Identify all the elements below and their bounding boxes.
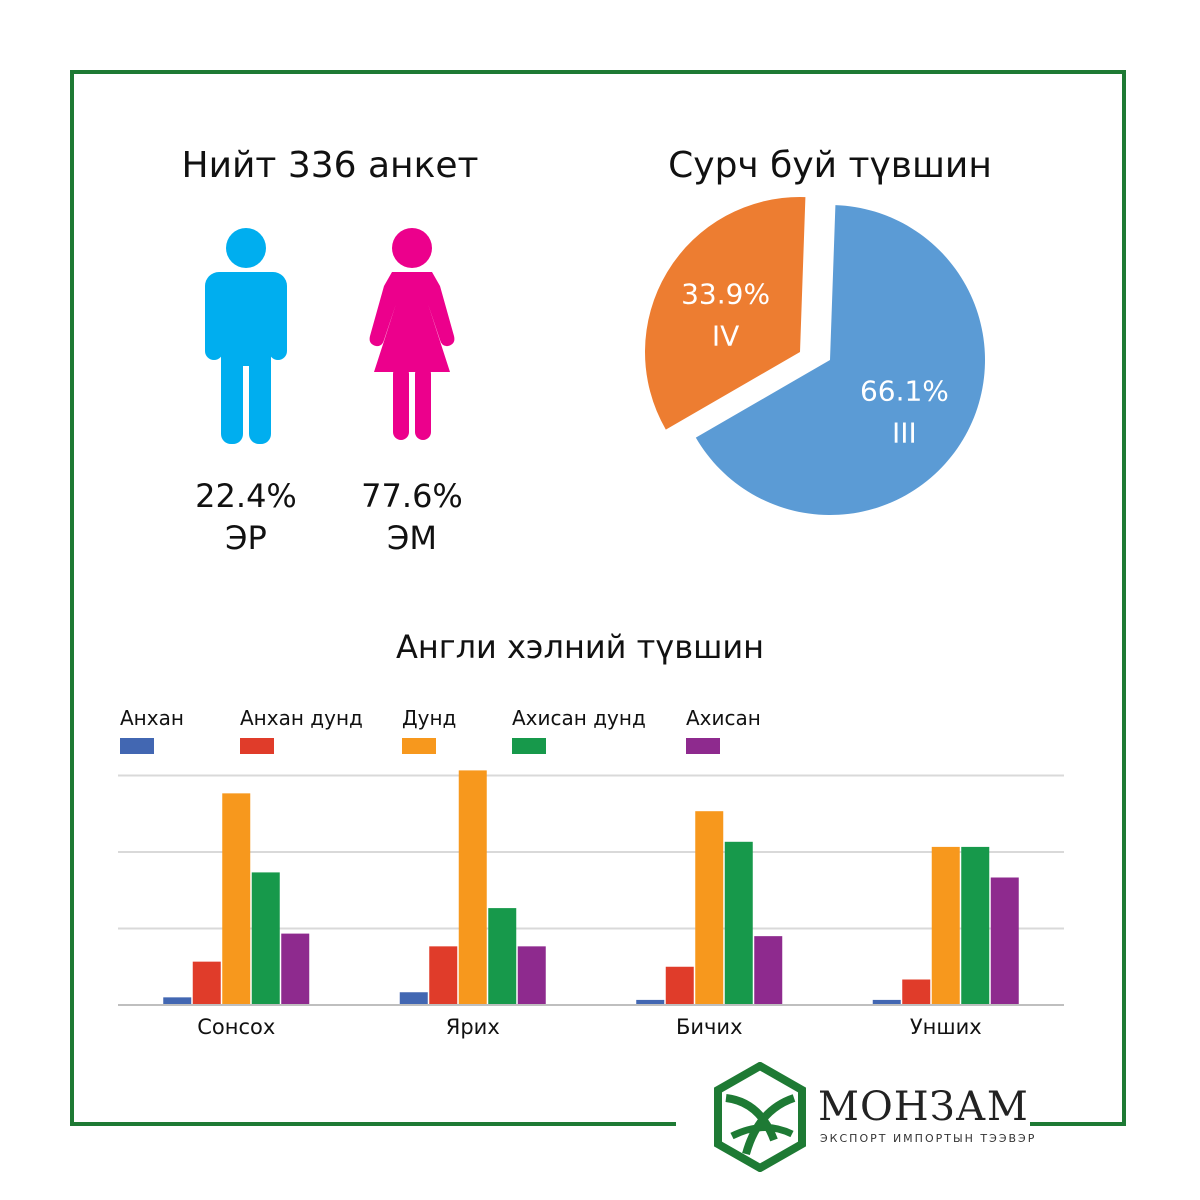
frame-bottom-left xyxy=(70,1122,676,1126)
bar xyxy=(636,999,665,1005)
bar xyxy=(902,979,931,1005)
brand-name: МОНЗАМ xyxy=(818,1084,1029,1130)
legend-swatch xyxy=(402,738,436,754)
legend-label: Дунд xyxy=(402,706,457,730)
pie-value-label: 66.1% xyxy=(860,375,949,408)
frame-left xyxy=(70,70,74,1126)
bar xyxy=(990,877,1019,1005)
survey-title: Нийт 336 анкет xyxy=(181,145,479,186)
legend-label: Анхан дунд xyxy=(240,706,363,730)
category-label: Ярих xyxy=(446,1015,500,1039)
legend-swatch xyxy=(240,738,274,754)
legend-label: Ахисан xyxy=(686,706,761,730)
monzam-logo-icon xyxy=(714,1062,806,1172)
frame-top xyxy=(70,70,1126,74)
female-label: ЭМ xyxy=(387,519,437,557)
bar xyxy=(458,770,487,1005)
bar xyxy=(961,846,990,1005)
legend-swatch xyxy=(120,738,154,754)
pie-slice-IV xyxy=(645,197,806,430)
frame-bottom-right xyxy=(1030,1122,1126,1126)
male-icon xyxy=(205,228,287,444)
english-title: Англи хэлний түвшин xyxy=(395,628,765,666)
pie-category-label: III xyxy=(892,417,917,450)
legend-swatch xyxy=(512,738,546,754)
bar xyxy=(695,811,724,1005)
category-label: Унших xyxy=(910,1015,982,1039)
education-title: Сурч буй түвшин xyxy=(668,145,992,186)
bar xyxy=(517,946,546,1005)
bar xyxy=(251,872,280,1005)
legend-label: Ахисан дунд xyxy=(512,706,646,730)
female-percent: 77.6% xyxy=(361,477,463,515)
pie-slice-III xyxy=(695,205,985,515)
brand-subtitle: ЭКСПОРТ ИМПОРТЫН ТЭЭВЭР xyxy=(820,1132,1037,1145)
bar xyxy=(931,846,960,1005)
category-label: Бичих xyxy=(676,1015,743,1039)
education-pie-chart: 66.1% III 33.9% IV xyxy=(645,197,985,515)
bar xyxy=(754,936,783,1005)
legend-label: Анхан xyxy=(120,706,184,730)
bar xyxy=(281,933,310,1005)
category-label: Сонсох xyxy=(197,1015,275,1039)
frame-right xyxy=(1122,70,1126,1126)
male-percent: 22.4% xyxy=(195,477,297,515)
pie-value-label: 33.9% xyxy=(681,277,770,310)
bar xyxy=(724,841,753,1005)
bar xyxy=(192,961,221,1005)
bar xyxy=(163,997,192,1005)
english-bar-chart: Сонсох Ярих Бичих Унших xyxy=(118,770,1064,1039)
bar xyxy=(488,908,517,1005)
legend-swatch xyxy=(686,738,720,754)
female-icon xyxy=(369,228,455,440)
male-label: ЭР xyxy=(225,519,267,557)
bar xyxy=(429,946,458,1005)
bar xyxy=(222,793,251,1005)
pie-category-label: IV xyxy=(712,319,739,352)
bar xyxy=(665,966,694,1005)
bar xyxy=(872,999,901,1005)
bar xyxy=(399,992,428,1005)
